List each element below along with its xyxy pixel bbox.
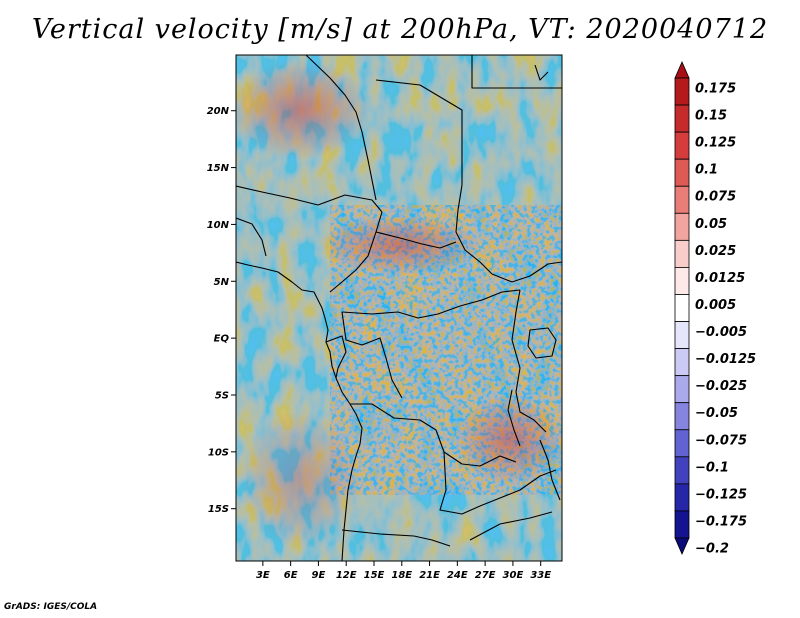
colorbar-label: −0.1 (695, 460, 729, 475)
lon-tick-label: 30E (503, 570, 524, 581)
colorbar-segment (674, 294, 690, 322)
lon-tick-label: 33E (530, 570, 551, 581)
horn-border (534, 64, 549, 81)
lake-victoria (527, 327, 557, 359)
map-frame (235, 54, 563, 562)
lon-tick-label: 6E (284, 570, 298, 581)
car-south-border (341, 289, 521, 319)
south-sudan-border (491, 261, 562, 283)
lon-tick-label: 9E (312, 570, 326, 581)
colorbar-segment (674, 348, 690, 377)
colorbar-segment (674, 212, 690, 241)
colorbar-min-arrow (674, 537, 690, 555)
zambia-border (439, 451, 557, 515)
niger-nigeria-border (236, 185, 383, 213)
colorbar-label: −0.2 (695, 542, 729, 557)
lon-tick-label: 27E (475, 570, 496, 581)
car-north-border (375, 231, 457, 249)
lat-tick-label: 20N (207, 106, 230, 117)
chart-title: Vertical velocity [m/s] at 200hPa, VT: 2… (31, 14, 769, 45)
lat-tick-label: 15S (208, 504, 229, 515)
colorbar-label: −0.0125 (695, 352, 756, 367)
colorbar-label: 0.05 (695, 217, 727, 232)
colorbar-label: 0.075 (695, 190, 736, 205)
colorbar-label: 0.175 (695, 82, 736, 97)
colorbar-segment (674, 239, 690, 268)
libya-niger-border (305, 55, 377, 201)
grads-credit: GrADS: IGES/COLA (4, 602, 98, 612)
gabon-border (325, 335, 347, 379)
colorbar-segment (674, 510, 690, 539)
lat-tick-label: 10S (208, 447, 229, 458)
latitude-axis: 20N 15N 10N 5N EQ 5S 10S 15S (207, 106, 236, 515)
colorbar-label: 0.0125 (695, 271, 745, 286)
colorbar-segment (674, 429, 690, 458)
congo-border (341, 311, 403, 399)
colorbar-segment (674, 483, 690, 512)
colorbar-label: 0.125 (695, 136, 736, 151)
colorbar-segment (674, 77, 690, 106)
zimbabwe-border (469, 511, 553, 541)
east-africa-border (511, 289, 547, 433)
colorbar-segment (674, 375, 690, 404)
colorbar-label: 0.1 (695, 163, 718, 178)
lake-tanganyika (507, 389, 521, 447)
coastline (236, 261, 363, 561)
colorbar-label: −0.05 (695, 406, 738, 421)
longitude-axis: 3E 6E 9E 12E 15E 18E 21E 24E 27E 30E 33E (256, 561, 551, 581)
malawi-border (539, 439, 561, 501)
lat-tick-label: 5S (215, 390, 229, 401)
country-borders (236, 55, 562, 561)
velocity-field (236, 55, 562, 561)
colorbar-label: −0.005 (695, 325, 747, 340)
angola-namibia-border (341, 529, 451, 547)
lon-tick-label: 24E (447, 570, 468, 581)
lon-tick-label: 3E (256, 570, 270, 581)
colorbar-segment (674, 104, 690, 133)
west-africa-border (236, 217, 267, 257)
colorbar-label: −0.075 (695, 433, 747, 448)
colorbar-label: −0.025 (695, 379, 747, 394)
colorbar-segment (674, 456, 690, 485)
lon-tick-label: 21E (419, 570, 440, 581)
lon-tick-label: 18E (391, 570, 412, 581)
chad-sudan-border (455, 184, 493, 275)
lon-tick-label: 12E (336, 570, 357, 581)
lat-tick-label: 10N (207, 220, 230, 231)
colorbar-label: 0.005 (695, 298, 736, 313)
colorbar-segment (674, 321, 690, 349)
egypt-sudan-border (471, 55, 562, 89)
lat-tick-label: 5N (214, 277, 230, 288)
colorbar-label: −0.125 (695, 487, 747, 502)
lat-tick-label: 15N (207, 163, 230, 174)
colorbar-segment (674, 131, 690, 160)
colorbar-segment (674, 185, 690, 214)
libya-chad-border (375, 79, 463, 185)
colorbar-max-arrow (674, 61, 690, 79)
colorbar-segment (674, 158, 690, 187)
colorbar-segment (674, 402, 690, 431)
drc-angola-border (350, 403, 517, 467)
lat-tick-label: EQ (214, 334, 230, 345)
colorbar-label: 0.025 (695, 244, 736, 259)
lon-tick-label: 15E (364, 570, 385, 581)
nigeria-cameroon-border (329, 211, 383, 293)
colorbar: 0.175 0.15 0.125 0.1 0.075 0.05 0.025 0.0125 0.0… (674, 61, 756, 557)
colorbar-label: 0.15 (695, 109, 727, 124)
colorbar-segment (674, 267, 690, 295)
colorbar-label: −0.175 (695, 514, 747, 529)
